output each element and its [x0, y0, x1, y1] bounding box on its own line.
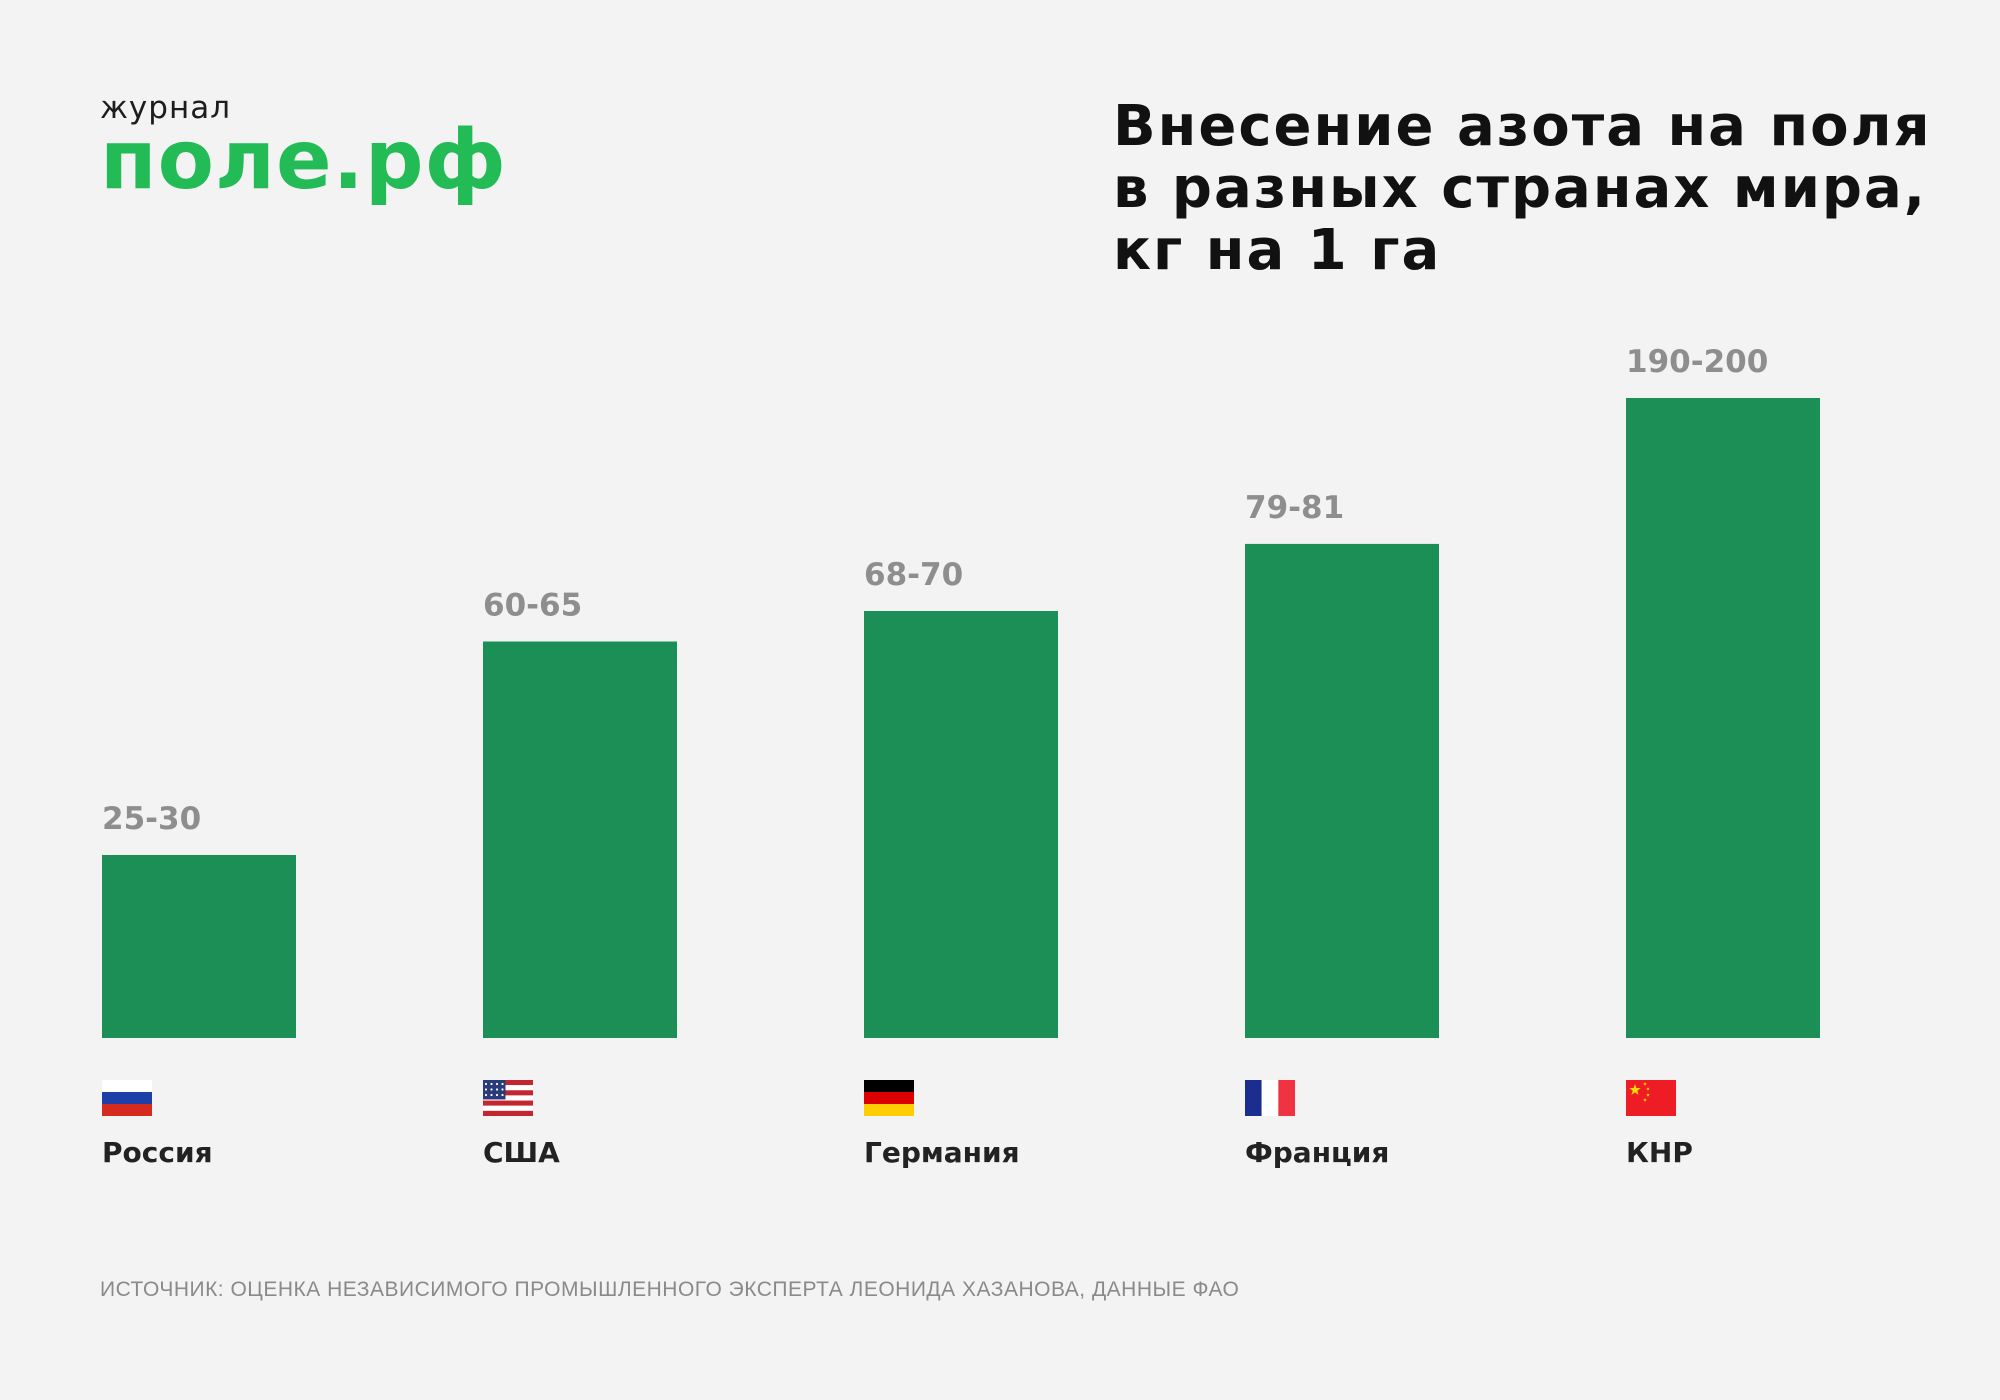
chart-title-line-1: Внесение азота на поля	[1113, 94, 1932, 159]
bar-0	[102, 855, 296, 1038]
category-label-4: КНР	[1626, 1136, 1693, 1169]
bar-value-label-3: 79-81	[1245, 490, 1344, 526]
logo-small-text: журнал	[100, 90, 232, 126]
bar-3	[1245, 543, 1439, 1038]
category-label-1: США	[483, 1136, 560, 1169]
category-label-2: Германия	[864, 1136, 1020, 1169]
logo-big-text: поле.рф	[100, 113, 507, 208]
bar-4	[1626, 398, 1820, 1038]
chart-title: Внесение азота на поля в разных странах …	[1113, 96, 1973, 282]
category-label-0: Россия	[102, 1136, 213, 1169]
flag-china-icon	[1626, 1080, 1676, 1116]
source-note: ИСТОЧНИК: ОЦЕНКА НЕЗАВИСИМОГО ПРОМЫШЛЕНН…	[100, 1278, 1240, 1301]
flag-russia-icon	[102, 1080, 152, 1116]
bar-1	[483, 641, 677, 1038]
flag-france-icon	[1245, 1080, 1295, 1116]
bar-chart: 25-30 Россия 60-65 США 68-70 Германия 79-81 Фра…	[102, 344, 1820, 1169]
category-label-3: Франция	[1245, 1136, 1389, 1169]
bar-value-label-2: 68-70	[864, 557, 963, 593]
brand-logo: журнал поле.рф	[100, 92, 507, 202]
flag-germany-icon	[864, 1080, 914, 1116]
bar-value-label-4: 190-200	[1626, 344, 1768, 380]
bar-value-label-0: 25-30	[102, 801, 201, 837]
flag-usa-icon	[483, 1080, 533, 1116]
chart-title-line-3: кг на 1 га	[1113, 218, 1442, 283]
chart-title-line-2: в разных странах мира,	[1113, 156, 1928, 221]
bar-2	[864, 611, 1058, 1038]
bar-value-label-1: 60-65	[483, 588, 582, 624]
